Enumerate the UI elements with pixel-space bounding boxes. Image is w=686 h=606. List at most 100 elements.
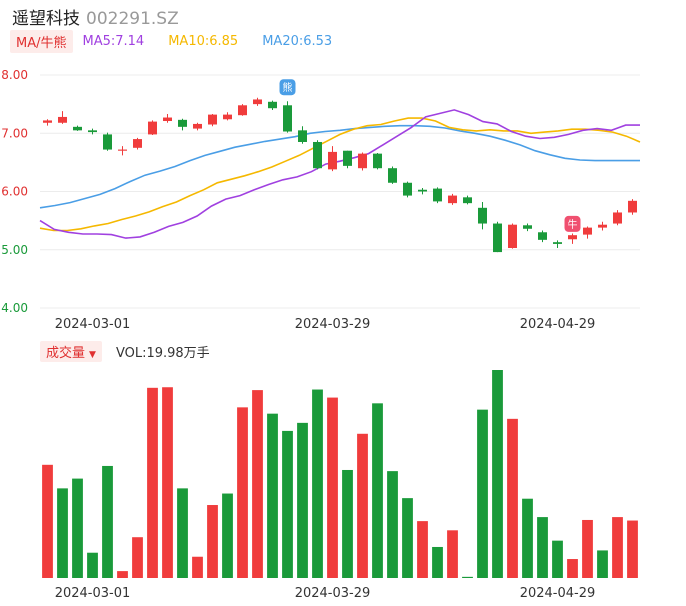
ma10-label: MA10:6.85 [168, 33, 239, 49]
candle-body [598, 224, 607, 228]
candle-body [298, 130, 307, 142]
volume-bar [102, 465, 113, 578]
volume-bar [387, 471, 398, 578]
candle-body [568, 235, 577, 240]
x-tick-label: 2024-03-01 [55, 317, 131, 332]
volume-bar [252, 390, 263, 578]
candle-body [583, 227, 592, 235]
candle-body [313, 141, 322, 169]
candle-body [433, 188, 442, 202]
volume-bar [282, 430, 293, 578]
candle-body [193, 123, 202, 129]
volume-bar [267, 413, 278, 578]
ma20-line [39, 124, 640, 209]
ma-indicator-button[interactable]: MA/牛熊 [10, 29, 73, 53]
volume-bar [87, 552, 98, 578]
volume-bar [162, 387, 173, 578]
volume-bar [147, 387, 158, 578]
candle-body [208, 114, 217, 125]
x-tick-label: 2024-03-01 [55, 586, 131, 601]
volume-bar [402, 498, 413, 578]
candle-body [223, 114, 232, 120]
volume-bar [342, 469, 353, 578]
volume-bar [552, 540, 563, 578]
candle-body [463, 197, 472, 204]
candle-body [268, 101, 277, 109]
candle-body [403, 182, 412, 196]
volume-bar [492, 370, 503, 578]
y-tick-label: 4.00 [1, 301, 28, 315]
x-tick-label: 2024-04-29 [520, 586, 596, 601]
signal-marker-icon [279, 79, 296, 96]
volume-bar [222, 493, 233, 578]
volume-bar [417, 521, 428, 578]
volume-bar [42, 464, 53, 578]
candle-body [43, 120, 52, 123]
y-tick-label: 6.00 [1, 185, 28, 199]
volume-indicator-button[interactable]: 成交量 ▼ [40, 340, 102, 362]
candle-body [628, 200, 637, 213]
candle-body [253, 99, 262, 105]
volume-bar [507, 418, 518, 578]
volume-bar [297, 422, 308, 578]
ma-legend: MA/牛熊 MA5:7.14 MA10:6.85 MA20:6.53 [10, 29, 333, 53]
candle-body [133, 139, 142, 148]
candle-body [493, 223, 502, 253]
candle-body [148, 121, 157, 135]
ma20-label: MA20:6.53 [262, 33, 333, 49]
ma5-label: MA5:7.14 [82, 33, 145, 49]
signal-marker-label: 牛 [568, 218, 578, 231]
candle-body [88, 130, 97, 133]
volume-bar [132, 537, 143, 578]
candle-body [448, 195, 457, 204]
candle-body [478, 207, 487, 224]
volume-bar [522, 498, 533, 578]
signal-marker-label: 熊 [283, 81, 293, 94]
volume-bar [477, 409, 488, 578]
candle-body [178, 119, 187, 127]
candle-body [58, 116, 67, 123]
volume-value: VOL:19.98万手 [115, 345, 210, 361]
volume-bar [372, 403, 383, 578]
volume-bar [177, 488, 188, 578]
volume-bar [72, 478, 83, 578]
candle-body [103, 134, 112, 150]
candle-body [358, 153, 367, 169]
stock-code: 002291.SZ [86, 9, 179, 29]
volume-bar [237, 407, 248, 578]
candle-body [523, 225, 532, 229]
candle-body [373, 153, 382, 169]
volume-bar [597, 550, 608, 578]
x-tick-label: 2024-04-29 [520, 317, 596, 332]
dropdown-arrow-icon: ▼ [89, 349, 96, 360]
volume-bar [582, 519, 593, 578]
candle-body [118, 149, 127, 151]
signal-marker-icon [564, 215, 581, 232]
ma5-line [39, 109, 640, 239]
volume-bar [447, 530, 458, 578]
volume-bar [612, 517, 623, 578]
candle-body [553, 242, 562, 244]
stock-title: 遥望科技 002291.SZ [12, 4, 179, 29]
volume-bar [627, 520, 638, 578]
ma10-line [39, 117, 641, 232]
volume-bar [462, 576, 473, 578]
candle-body [538, 232, 547, 240]
candle-body [418, 189, 427, 192]
volume-bar [117, 571, 128, 578]
candle-body [163, 117, 172, 122]
x-tick-label: 2024-03-29 [295, 586, 371, 601]
candle-body [328, 151, 337, 170]
y-tick-label: 7.00 [1, 126, 28, 140]
volume-bar [432, 546, 443, 578]
candle-body [283, 105, 292, 132]
volume-bar [57, 488, 68, 578]
volume-bar [327, 397, 338, 578]
volume-bar [207, 505, 218, 578]
candle-body [73, 126, 82, 131]
candle-body [388, 168, 397, 183]
volume-bar [567, 559, 578, 578]
candle-body [508, 224, 517, 249]
stock-name: 遥望科技 [12, 9, 80, 29]
